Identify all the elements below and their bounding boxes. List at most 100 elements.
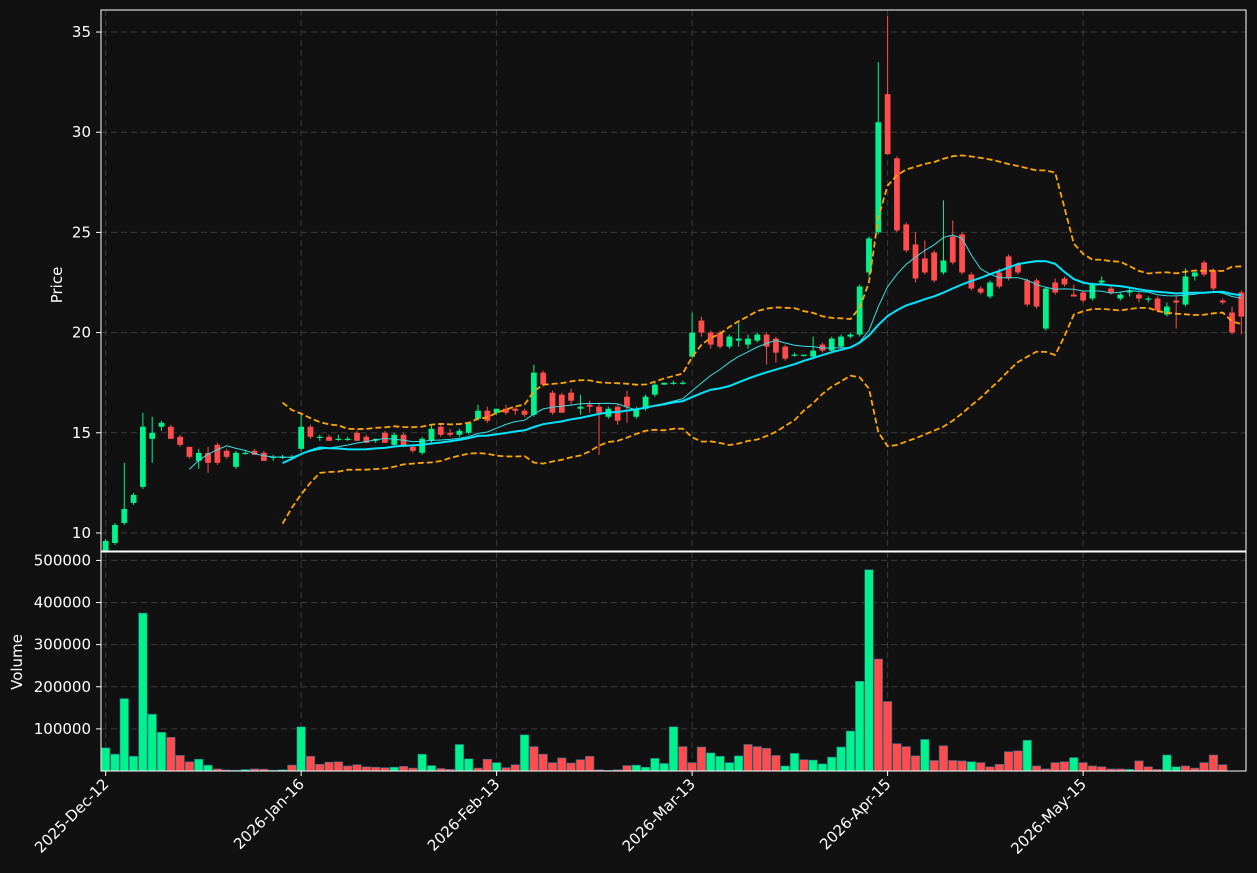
candle xyxy=(1024,278,1031,307)
candle xyxy=(298,412,305,451)
volume-bar xyxy=(398,766,409,772)
candle xyxy=(316,434,323,441)
candle xyxy=(866,236,872,277)
volume-bar xyxy=(510,764,520,772)
candle-body xyxy=(158,422,165,427)
candle-body xyxy=(921,258,928,273)
volume-bar xyxy=(994,763,1004,772)
candle xyxy=(847,332,854,339)
long-moving-average-line xyxy=(282,260,1242,465)
candle xyxy=(149,416,156,463)
candle xyxy=(1061,276,1068,287)
candle-body xyxy=(409,446,416,451)
volume-bar xyxy=(678,746,688,772)
candle-body xyxy=(540,372,547,385)
candle xyxy=(233,450,239,469)
volume-bar xyxy=(892,743,902,772)
volume-bar xyxy=(724,762,734,772)
price-tick-label: 10 xyxy=(72,524,91,542)
price-panel-frame xyxy=(100,9,1247,552)
candle xyxy=(782,344,789,361)
volume-bar xyxy=(585,755,595,772)
candle-body xyxy=(503,408,509,413)
candle-body xyxy=(475,410,481,419)
candle xyxy=(344,436,351,441)
candle xyxy=(735,322,742,347)
candle xyxy=(521,408,528,417)
candle-body xyxy=(121,508,128,523)
candle-body xyxy=(530,372,537,415)
candle xyxy=(1201,260,1207,277)
candle-body xyxy=(1136,294,1142,299)
volume-bar xyxy=(985,766,995,772)
candle xyxy=(624,390,630,423)
volume-bar xyxy=(333,761,343,772)
volume-bar xyxy=(464,758,474,772)
candle-body xyxy=(223,450,230,457)
candle-body xyxy=(214,444,221,463)
candle xyxy=(856,284,863,337)
price-tick-label: 35 xyxy=(72,23,91,41)
candle xyxy=(884,16,891,155)
candle-body xyxy=(326,436,332,441)
candle xyxy=(707,330,714,349)
candle xyxy=(921,240,928,275)
candle xyxy=(1098,276,1105,285)
volume-bar xyxy=(631,764,641,772)
candle xyxy=(130,492,137,505)
candle-body xyxy=(931,252,938,281)
candle xyxy=(1173,296,1180,329)
candle-body xyxy=(828,338,835,351)
price-tick-label: 20 xyxy=(72,324,91,342)
candle xyxy=(158,420,165,431)
volume-bar xyxy=(1050,762,1060,772)
volume-bar xyxy=(175,755,185,772)
candle xyxy=(391,432,398,447)
candle xyxy=(242,450,249,455)
candle-body xyxy=(437,426,444,435)
candle-body xyxy=(130,494,137,503)
volume-bar xyxy=(1097,766,1107,772)
candle-body xyxy=(456,430,463,435)
candle-body xyxy=(866,238,872,273)
candle-body xyxy=(186,446,193,457)
candle-body xyxy=(763,334,770,347)
candle xyxy=(1219,298,1226,305)
volume-tick-label: 300000 xyxy=(34,636,91,654)
price-tick-label: 25 xyxy=(72,223,91,241)
candle-body xyxy=(1210,270,1217,289)
volume-bar xyxy=(1013,750,1023,772)
candle xyxy=(354,430,360,441)
candle-body xyxy=(335,438,342,440)
candle xyxy=(214,442,221,465)
candle-body xyxy=(1201,262,1207,275)
candle-body xyxy=(447,432,453,435)
volume-bar xyxy=(696,746,707,772)
volume-bar xyxy=(492,762,502,772)
candle-body xyxy=(1024,280,1031,305)
volume-bar xyxy=(324,761,334,772)
candle xyxy=(1163,302,1170,317)
candle xyxy=(1126,288,1133,297)
candle-body xyxy=(558,394,565,413)
candle-body xyxy=(1089,284,1096,299)
volume-tick-label: 100000 xyxy=(34,720,91,738)
candle-body xyxy=(307,426,314,437)
candle-body xyxy=(875,122,882,233)
candle-body xyxy=(940,260,947,273)
candle-body xyxy=(428,428,435,441)
candle-body xyxy=(996,272,1003,287)
volume-bar xyxy=(957,760,967,772)
volume-bar xyxy=(1162,754,1172,772)
candle-body xyxy=(1070,294,1077,297)
candle-body xyxy=(745,338,751,345)
upper-band-line xyxy=(281,154,1242,431)
candle-body xyxy=(884,94,891,155)
volume-bar xyxy=(817,763,828,772)
candle xyxy=(1154,296,1161,313)
volume-bar xyxy=(501,767,511,772)
candle-body xyxy=(735,338,742,341)
candle-body xyxy=(1080,292,1086,301)
candle-body xyxy=(149,432,156,439)
volume-bar xyxy=(706,752,716,772)
